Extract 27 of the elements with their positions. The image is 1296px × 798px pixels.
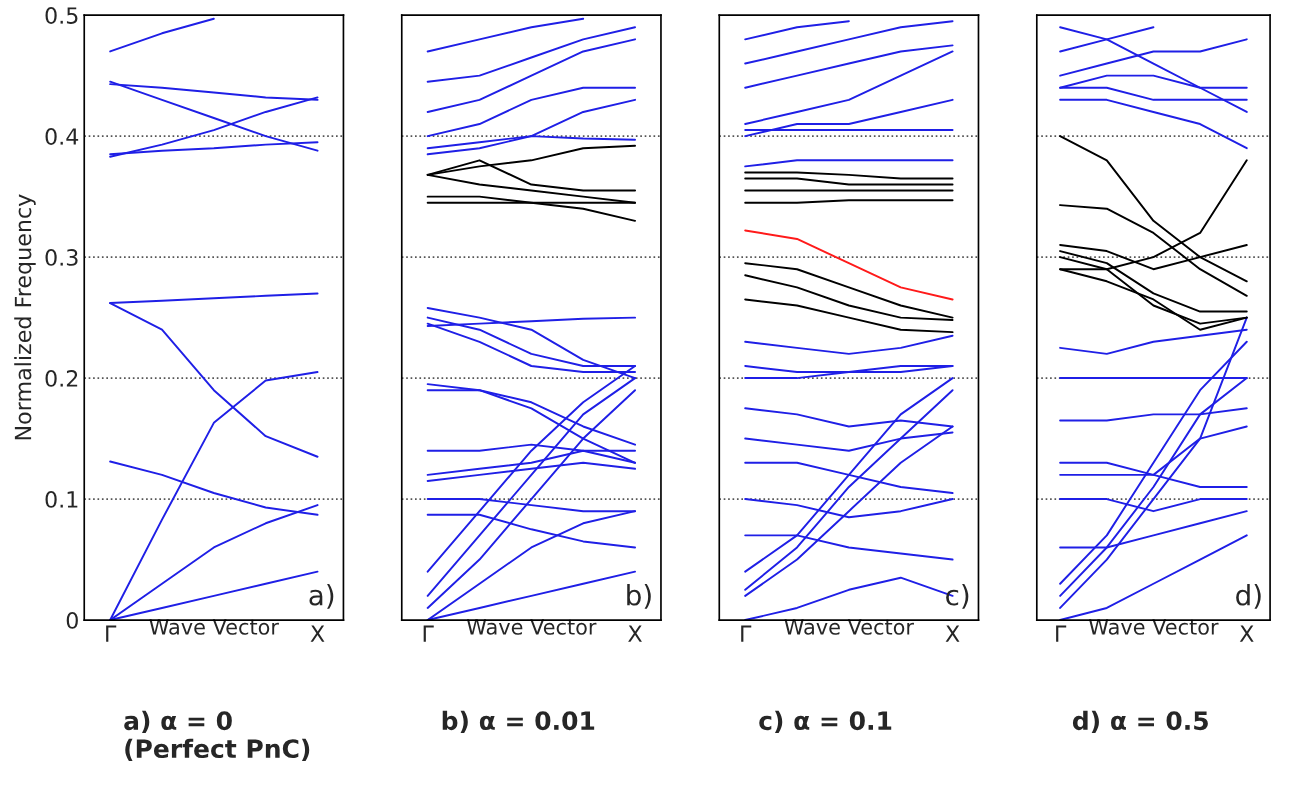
x-axis-title: Wave Vector bbox=[784, 619, 914, 635]
text: a) α = 0 (Perfect PnC) bbox=[124, 710, 310, 762]
text: d) α = 0.5 bbox=[1072, 710, 1208, 734]
y-tick-label: 0.2 bbox=[45, 370, 78, 387]
x-tick-label: X bbox=[628, 625, 642, 642]
y-tick-label: 0.3 bbox=[45, 249, 78, 266]
y-tick-label: 0 bbox=[66, 612, 78, 629]
annotation: d) bbox=[1236, 584, 1261, 609]
x-axis-title: Wave Vector bbox=[1089, 619, 1219, 635]
annotation: b) bbox=[627, 584, 651, 609]
y-tick-label: 0.4 bbox=[45, 128, 79, 145]
x-axis-title: Wave Vector bbox=[149, 619, 279, 635]
x-tick-label: X bbox=[310, 625, 325, 642]
y-tick-label: 0.5 bbox=[45, 7, 78, 24]
x-tick-label: Γ bbox=[1056, 625, 1067, 642]
x-tick-label: X bbox=[1239, 625, 1254, 642]
annotation: c) bbox=[946, 584, 969, 609]
x-tick-label: Γ bbox=[741, 625, 752, 642]
x-tick-label: Γ bbox=[106, 625, 117, 642]
y-tick-label: 0.1 bbox=[45, 491, 78, 508]
x-tick-label: Γ bbox=[423, 625, 434, 642]
y-axis-title: Normalized Frequency bbox=[14, 194, 36, 440]
text: c) α = 0.1 bbox=[759, 710, 892, 734]
x-axis-title: Wave Vector bbox=[466, 619, 597, 635]
annotation: a) bbox=[309, 584, 334, 609]
text: b) α = 0.01 bbox=[442, 710, 595, 734]
x-tick-label: X bbox=[945, 625, 960, 642]
